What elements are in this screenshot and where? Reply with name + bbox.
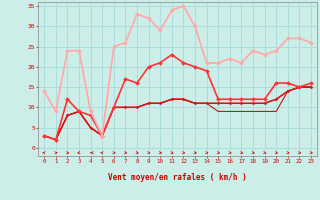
- X-axis label: Vent moyen/en rafales ( km/h ): Vent moyen/en rafales ( km/h ): [108, 173, 247, 182]
